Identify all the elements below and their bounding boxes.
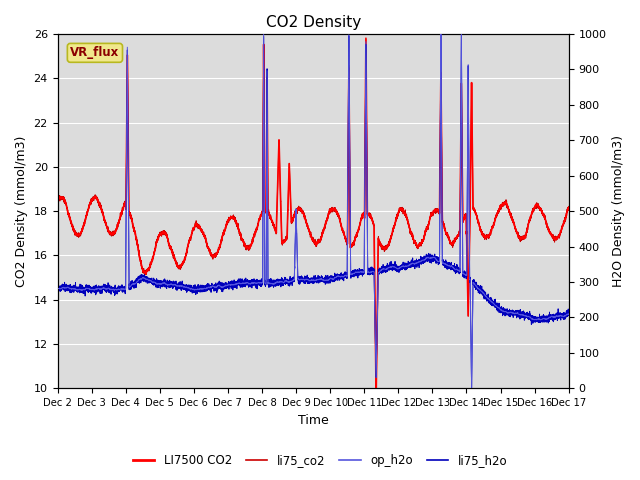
Line: LI7500 CO2: LI7500 CO2 (58, 38, 569, 388)
op_h2o (437, 31, 445, 37)
Y-axis label: CO2 Density (mmol/m3): CO2 Density (mmol/m3) (15, 135, 28, 287)
LI7500 CO2 (296, 206, 303, 212)
op_h2o (442, 262, 449, 267)
li75_h2o (227, 280, 235, 286)
LI7500 CO2 (442, 229, 449, 235)
op_h2o (227, 282, 235, 288)
li75_h2o (296, 281, 303, 287)
Line: li75_h2o: li75_h2o (58, 34, 569, 388)
Title: CO2 Density: CO2 Density (266, 15, 361, 30)
Line: op_h2o: op_h2o (58, 34, 569, 387)
LI7500 CO2 (227, 214, 235, 220)
Text: VR_flux: VR_flux (70, 47, 120, 60)
li75_h2o (537, 317, 545, 323)
Line: li75_co2: li75_co2 (58, 39, 569, 388)
li75_co2 (372, 385, 380, 391)
Y-axis label: H2O Density (mmol/m3): H2O Density (mmol/m3) (612, 135, 625, 287)
op_h2o (537, 316, 545, 322)
li75_co2 (362, 36, 370, 42)
li75_h2o (565, 310, 573, 316)
op_h2o (428, 255, 435, 261)
li75_h2o (428, 256, 435, 262)
li75_co2 (537, 205, 545, 211)
li75_h2o (468, 385, 476, 391)
Legend: LI7500 CO2, li75_co2, op_h2o, li75_h2o: LI7500 CO2, li75_co2, op_h2o, li75_h2o (128, 449, 512, 472)
LI7500 CO2 (428, 211, 435, 217)
op_h2o (54, 286, 61, 291)
li75_co2 (543, 223, 551, 229)
li75_co2 (54, 199, 61, 205)
li75_h2o (442, 259, 449, 265)
li75_h2o (54, 284, 61, 289)
li75_co2 (296, 206, 303, 212)
li75_co2 (442, 230, 449, 236)
LI7500 CO2 (565, 204, 573, 210)
LI7500 CO2 (54, 198, 61, 204)
li75_co2 (227, 214, 235, 219)
LI7500 CO2 (362, 36, 370, 41)
LI7500 CO2 (537, 207, 545, 213)
li75_h2o (437, 31, 445, 37)
LI7500 CO2 (543, 224, 551, 229)
li75_h2o (543, 314, 551, 320)
op_h2o (468, 384, 476, 390)
li75_co2 (428, 211, 435, 217)
LI7500 CO2 (372, 385, 380, 391)
op_h2o (296, 277, 303, 283)
op_h2o (543, 316, 551, 322)
li75_co2 (565, 206, 573, 212)
X-axis label: Time: Time (298, 414, 328, 427)
op_h2o (565, 312, 573, 317)
